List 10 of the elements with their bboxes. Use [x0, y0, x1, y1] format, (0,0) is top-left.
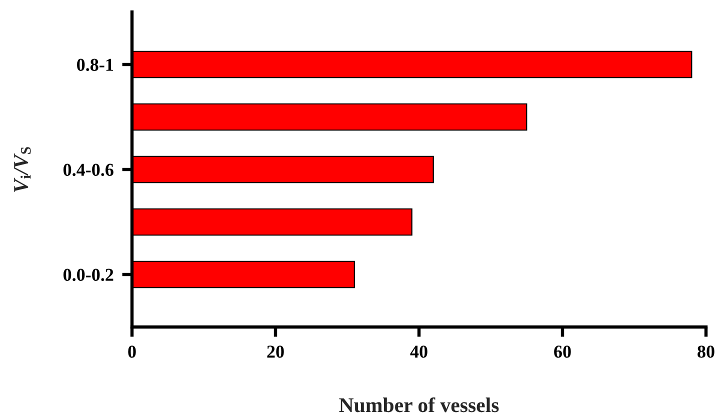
x-tick-label: 60	[554, 346, 571, 358]
x-tick-label: 80	[698, 346, 714, 358]
x-tick-label: 40	[410, 346, 428, 358]
y-axis-title: V$_{i}$/V$_{S}$	[14, 147, 31, 192]
y-tick-label: 0.8-1	[77, 58, 114, 72]
x-axis-title: Number of vessels	[339, 397, 499, 412]
x-tick-label: 0	[128, 346, 136, 358]
x-tick-label: 20	[267, 346, 284, 358]
y-tick-label: 0.0-0.2	[63, 268, 114, 282]
y-tick-label: 0.4-0.6	[63, 164, 114, 176]
